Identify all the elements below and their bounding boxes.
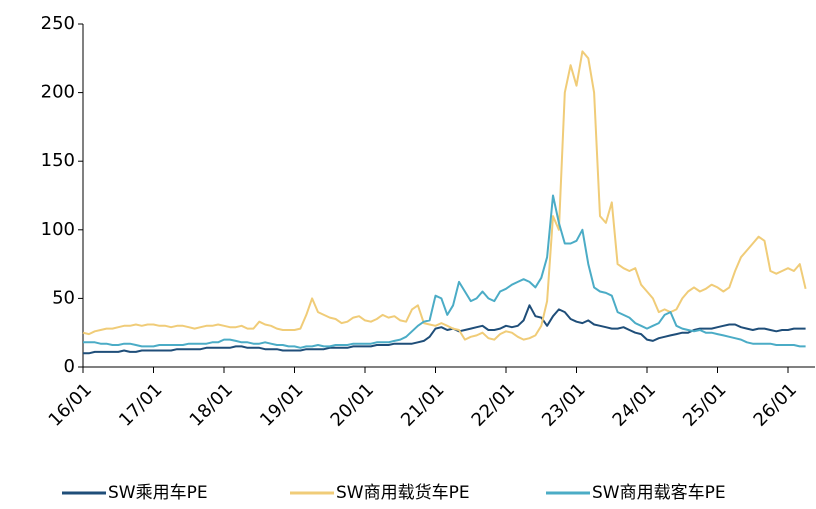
x-tick-label: 26/01 (750, 379, 802, 431)
x-tick-label: 22/01 (468, 379, 520, 431)
x-tick-label: 20/01 (327, 379, 379, 431)
x-tick-label: 19/01 (256, 379, 308, 431)
series-line (83, 304, 806, 355)
y-tick-label: 250 (41, 13, 75, 34)
x-tick-label: 21/01 (397, 379, 449, 431)
x-tick-label: 24/01 (609, 379, 661, 431)
x-tick-label: 16/01 (45, 379, 97, 431)
legend-label: SW乘用车PE (108, 483, 208, 503)
x-tick-label: 25/01 (679, 379, 731, 431)
series-line (82, 50, 807, 341)
legend-label: SW商用载客车PE (592, 483, 726, 503)
x-tick-label: 18/01 (186, 379, 238, 431)
y-tick-label: 100 (41, 219, 75, 240)
series-line (83, 194, 806, 349)
x-tick-label: 17/01 (115, 379, 167, 431)
y-tick-label: 50 (52, 287, 75, 308)
x-tick-label: 23/01 (538, 379, 590, 431)
y-tick-label: 0 (64, 356, 75, 377)
y-tick-label: 200 (41, 82, 75, 103)
y-tick-label: 150 (41, 150, 75, 171)
legend-label: SW商用载货车PE (336, 483, 470, 503)
